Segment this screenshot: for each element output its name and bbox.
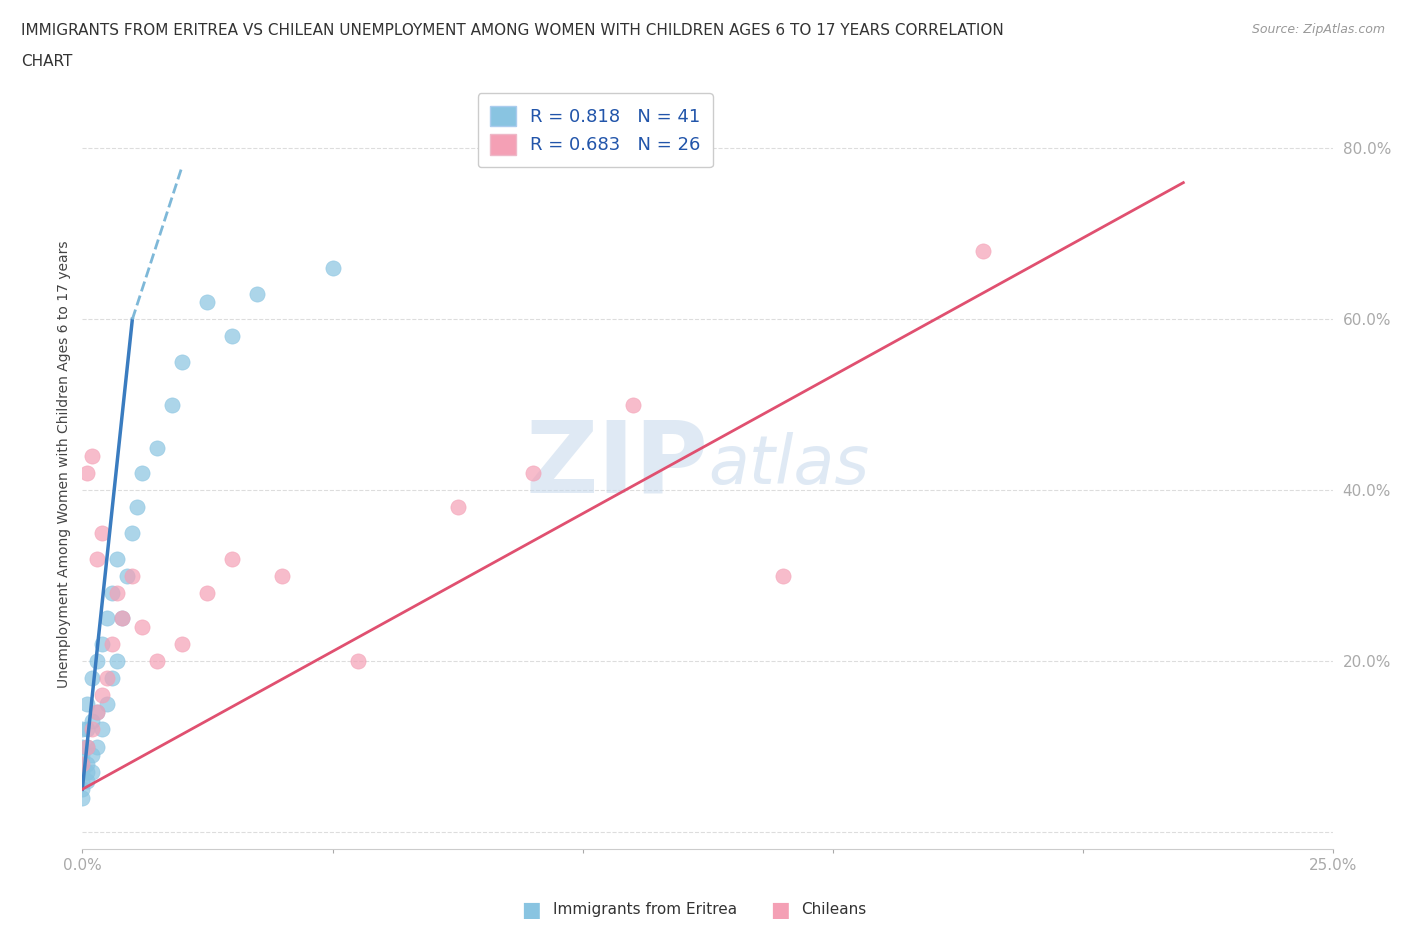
Text: atlas: atlas (707, 432, 869, 498)
Point (72, 764, 94, 779)
Point (82, 448, 104, 463)
Point (86, 654, 108, 669)
Text: IMMIGRANTS FROM ERITREA VS CHILEAN UNEMPLOYMENT AMONG WOMEN WITH CHILDREN AGES 6: IMMIGRANTS FROM ERITREA VS CHILEAN UNEMP… (21, 23, 1004, 38)
Point (72, 748, 94, 763)
Point (111, 611, 134, 626)
Point (76, 722, 98, 737)
Point (86, 739, 108, 754)
Point (72, 782, 94, 797)
Point (127, 500, 149, 515)
Point (111, 611, 134, 626)
Point (522, 466, 544, 481)
Point (101, 585, 124, 600)
Point (72, 790, 94, 805)
Point (72, 774, 94, 789)
Y-axis label: Unemployment Among Women with Children Ages 6 to 17 years: Unemployment Among Women with Children A… (58, 241, 72, 688)
Point (197, 295, 219, 310)
Point (346, 654, 368, 669)
Point (105, 654, 128, 669)
Point (76, 764, 98, 779)
Point (76, 774, 98, 789)
Text: ZIP: ZIP (524, 416, 707, 513)
Point (82, 764, 104, 779)
Point (82, 671, 104, 685)
Point (172, 354, 194, 369)
Point (105, 551, 128, 566)
Point (96, 697, 118, 711)
Point (197, 585, 219, 600)
Point (446, 500, 468, 515)
Point (91, 637, 114, 652)
Point (96, 671, 118, 685)
Point (621, 397, 644, 412)
Point (221, 329, 243, 344)
Point (91, 525, 114, 540)
Point (82, 748, 104, 763)
Point (76, 697, 98, 711)
Point (76, 466, 98, 481)
Point (322, 260, 344, 275)
Point (86, 551, 108, 566)
Point (72, 739, 94, 754)
Point (221, 551, 243, 566)
Point (86, 705, 108, 720)
Point (131, 466, 153, 481)
Point (91, 722, 114, 737)
Text: ■: ■ (522, 899, 541, 920)
Point (131, 619, 153, 634)
Point (82, 722, 104, 737)
Point (91, 688, 114, 703)
Point (72, 756, 94, 771)
Point (972, 244, 994, 259)
Point (72, 722, 94, 737)
Point (86, 705, 108, 720)
Point (271, 568, 294, 583)
Text: Immigrants from Eritrea: Immigrants from Eritrea (553, 902, 737, 917)
Point (82, 713, 104, 728)
Text: CHART: CHART (21, 54, 73, 69)
Point (172, 637, 194, 652)
Text: ■: ■ (770, 899, 790, 920)
Point (101, 637, 124, 652)
Point (121, 568, 143, 583)
Point (76, 756, 98, 771)
Point (162, 397, 184, 412)
Point (146, 440, 169, 455)
Point (96, 611, 118, 626)
Legend: R = 0.818   N = 41, R = 0.683   N = 26: R = 0.818 N = 41, R = 0.683 N = 26 (478, 93, 713, 167)
Point (246, 286, 269, 301)
Point (105, 585, 128, 600)
Text: Source: ZipAtlas.com: Source: ZipAtlas.com (1251, 23, 1385, 36)
Point (772, 568, 794, 583)
Point (146, 654, 169, 669)
Point (76, 739, 98, 754)
Point (121, 525, 143, 540)
Point (72, 756, 94, 771)
Point (117, 568, 139, 583)
Point (101, 671, 124, 685)
Point (76, 739, 98, 754)
Text: Chileans: Chileans (801, 902, 866, 917)
